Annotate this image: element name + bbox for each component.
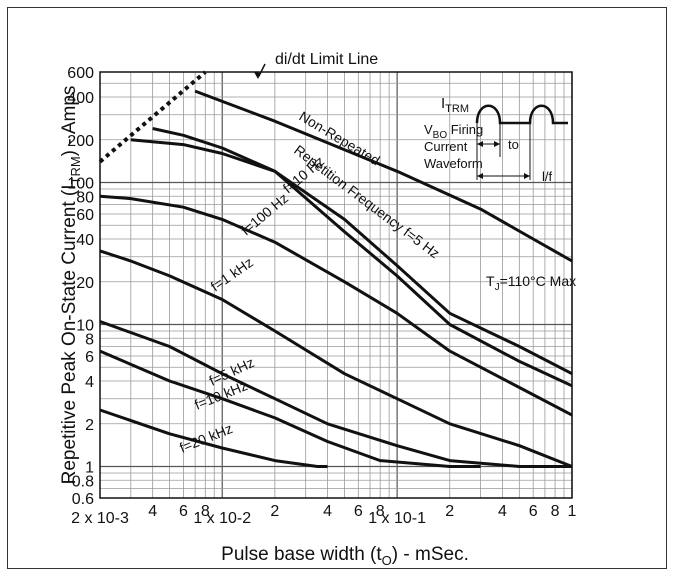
y-tick-label: 100 [67,175,94,192]
waveform-label: Waveform [424,156,483,171]
series-repetition-frequency-f-5-hz [130,138,573,376]
series-f-20-khz [99,408,328,468]
x-tick-label: 6 [179,503,188,520]
f1khz-label: f=1 kHz [208,254,256,295]
y-tick-label: 4 [85,374,94,391]
lf-label: l/f [542,169,553,184]
figure-frame [7,7,667,569]
tj-label: TJ=110°C Max [486,273,576,293]
y-tick-label: 400 [67,90,94,107]
y-tick-label: 2 [85,417,94,434]
y-tick-label: 80 [76,189,94,206]
x-tick-label: 4 [148,503,157,520]
plot-area [99,71,573,499]
didt-label: di/dt Limit Line [275,51,378,68]
x-tick-label: 2 [445,503,454,520]
y-tick-label: 0.6 [72,491,94,508]
x-tick-label: 2 x 10-3 [71,510,129,527]
series-f-100-hz [99,194,573,417]
series-di-dt-limit-line [98,70,207,164]
y-tick-label: 200 [67,133,94,150]
x-tick-label: 1 x 10-2 [193,510,251,527]
waveform-inset [475,104,568,180]
x-tick-label: 4 [498,503,507,520]
series-f-10-hz [152,127,573,388]
x-tick-labels: 2 x 10-3 4 6 81 x 10-2 2 4 6 81 x 10-1 2 4 6 8 1 [71,503,576,527]
x-tick-label: 1 [568,503,577,520]
curves [98,70,573,468]
x-axis-label: Pulse base width (tO) - mSec. [221,544,469,568]
x-tick-label: 8 [376,503,385,520]
y-tick-label: 1 [85,459,94,476]
x-tick-label: 8 [201,503,210,520]
didt-pointer [254,63,266,79]
series-f-1-khz [99,249,573,468]
series-non-repeated [194,89,573,263]
y-tick-label: 20 [76,275,94,292]
y-tick-label: 8 [85,331,94,348]
y-tick-label: 0.8 [72,473,94,490]
itrm-label: ITRM [441,95,469,115]
current-label: Current [424,139,468,154]
to-label: to [508,137,519,152]
y-axis-label: Repetitive Peak On-State Current (ITRM) … [59,86,83,485]
y-tick-label: 40 [76,232,94,249]
x-tick-label: 1 x 10-1 [368,510,426,527]
y-tick-label: 60 [76,207,94,224]
x-tick-label: 6 [529,503,538,520]
x-tick-label: 6 [354,503,363,520]
series-f-5-khz [99,320,572,468]
y-tick-label: 10 [76,317,94,334]
x-tick-label: 2 [270,503,279,520]
x-tick-label: 8 [551,503,560,520]
y-tick-label: 6 [85,349,94,366]
y-tick-label: 600 [67,65,94,82]
series-f-10-khz [99,349,481,468]
x-tick-label: 4 [323,503,332,520]
